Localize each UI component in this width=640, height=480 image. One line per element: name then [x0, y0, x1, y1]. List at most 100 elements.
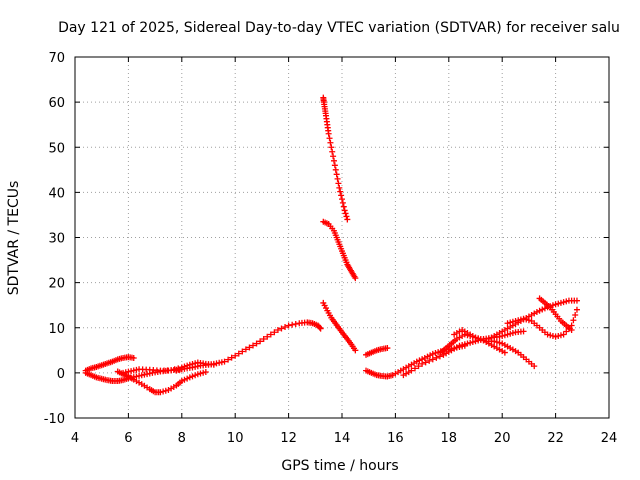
data-point [162, 387, 169, 394]
data-point [221, 358, 228, 365]
data-point [250, 342, 256, 349]
x-tick-label: 12 [280, 431, 297, 446]
series-arc3 [114, 368, 209, 396]
data-point [336, 184, 343, 191]
data-point [352, 347, 359, 354]
data-point [504, 331, 511, 338]
data-point [539, 306, 546, 313]
data-points [82, 94, 580, 396]
series-arc8 [320, 299, 359, 354]
y-axis: -10 0 10 20 30 40 50 60 70 [44, 51, 609, 427]
x-tick-label: 22 [547, 431, 564, 446]
data-point [325, 130, 332, 137]
data-point [523, 316, 530, 323]
data-point [339, 199, 346, 206]
data-point [232, 352, 239, 359]
series-arc5 [173, 319, 324, 374]
data-point [189, 373, 196, 380]
data-point [415, 363, 422, 370]
data-point [337, 188, 344, 195]
data-point [464, 340, 471, 347]
y-tick-label: 20 [48, 277, 65, 292]
data-point [278, 325, 285, 332]
data-point [547, 332, 554, 339]
series-arc9 [363, 345, 391, 358]
y-tick-label: 40 [48, 186, 65, 201]
data-point [408, 367, 415, 374]
data-point [570, 317, 577, 324]
y-tick-label: 70 [48, 51, 65, 66]
data-point [515, 317, 522, 324]
data-point [225, 356, 232, 363]
x-axis-label: GPS time / hours [281, 458, 398, 474]
y-tick-label: 0 [57, 367, 65, 382]
data-point [520, 315, 527, 322]
data-point [413, 358, 420, 365]
y-tick-label: 60 [48, 96, 65, 111]
x-tick-label: 14 [334, 431, 351, 446]
y-tick-label: 10 [48, 322, 65, 337]
x-tick-label: 24 [601, 431, 618, 446]
data-point [317, 325, 324, 332]
data-point [456, 342, 463, 349]
data-point [228, 354, 235, 361]
data-point [429, 356, 436, 363]
data-point [552, 333, 559, 340]
data-point [549, 333, 556, 340]
data-point [426, 357, 433, 364]
data-point [271, 329, 278, 336]
data-point [557, 332, 564, 339]
data-point [253, 340, 260, 347]
data-point [475, 336, 482, 343]
data-point [264, 333, 271, 340]
data-point [339, 196, 345, 203]
grid [75, 57, 609, 418]
data-point [507, 330, 514, 337]
data-point [340, 203, 347, 210]
data-point [555, 333, 562, 340]
data-point [501, 332, 508, 339]
data-point [316, 324, 323, 331]
y-tick-label: 30 [48, 232, 65, 247]
x-tick-label: 4 [71, 431, 79, 446]
data-point [334, 175, 341, 182]
data-point [507, 319, 514, 326]
data-point [330, 153, 337, 160]
data-point [257, 338, 264, 345]
data-point [509, 330, 516, 337]
data-point [416, 357, 423, 364]
x-tick-label: 6 [124, 431, 132, 446]
data-point [573, 306, 580, 313]
data-point [501, 349, 508, 356]
data-point [285, 322, 292, 329]
data-point [563, 298, 570, 305]
data-point [352, 275, 359, 282]
data-point [568, 327, 575, 334]
y-tick-label: 50 [48, 141, 65, 156]
series-arc14 [485, 297, 580, 343]
data-point [202, 368, 209, 375]
data-point [330, 157, 337, 164]
x-tick-label: 16 [387, 431, 404, 446]
data-point [194, 371, 201, 378]
data-point [536, 307, 543, 314]
data-point [422, 359, 429, 366]
data-point [491, 338, 498, 345]
data-point [493, 339, 500, 346]
data-point [461, 341, 468, 348]
data-point [200, 369, 207, 376]
series-arc6 [320, 94, 351, 223]
data-point [178, 377, 185, 384]
data-point [246, 344, 253, 351]
data-point [328, 144, 335, 151]
data-point [333, 171, 340, 178]
data-point [329, 148, 336, 155]
data-point [572, 311, 579, 318]
data-point [239, 348, 246, 355]
data-point [531, 363, 538, 370]
data-point [341, 207, 348, 214]
data-point [432, 350, 439, 357]
data-point [557, 299, 564, 306]
data-point [469, 339, 476, 346]
